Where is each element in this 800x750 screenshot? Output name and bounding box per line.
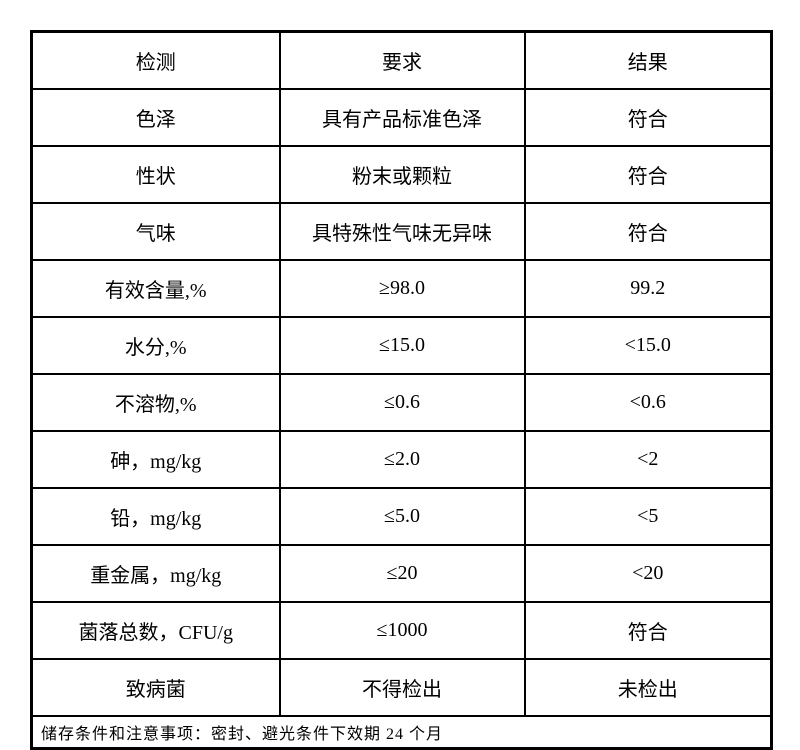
table-row: 性状 粉末或颗粒 符合 bbox=[30, 145, 773, 204]
table-row: 色泽 具有产品标准色泽 符合 bbox=[30, 88, 773, 147]
storage-conditions-note: 储存条件和注意事项：密封、避光条件下效期 24 个月 bbox=[30, 715, 773, 750]
table-row: 重金属，mg/kg ≤20 <20 bbox=[30, 544, 773, 603]
column-header-result: 结果 bbox=[523, 30, 773, 90]
cell-result: 符合 bbox=[523, 145, 773, 204]
cell-requirement: ≤15.0 bbox=[278, 316, 526, 375]
cell-test: 有效含量,% bbox=[30, 259, 281, 318]
table-row: 不溶物,% ≤0.6 <0.6 bbox=[30, 373, 773, 432]
cell-test: 性状 bbox=[30, 145, 281, 204]
cell-test: 气味 bbox=[30, 202, 281, 261]
cell-test: 重金属，mg/kg bbox=[30, 544, 281, 603]
table-row: 铅，mg/kg ≤5.0 <5 bbox=[30, 487, 773, 546]
cell-requirement: ≤20 bbox=[278, 544, 526, 603]
table-row: 砷，mg/kg ≤2.0 <2 bbox=[30, 430, 773, 489]
cell-test: 菌落总数，CFU/g bbox=[30, 601, 281, 660]
header-row: 检测 要求 结果 bbox=[30, 30, 773, 90]
table-row: 气味 具特殊性气味无异味 符合 bbox=[30, 202, 773, 261]
cell-result: 99.2 bbox=[523, 259, 773, 318]
cell-result: <5 bbox=[523, 487, 773, 546]
cell-result: <0.6 bbox=[523, 373, 773, 432]
cell-test: 砷，mg/kg bbox=[30, 430, 281, 489]
cell-result: 未检出 bbox=[523, 658, 773, 717]
table-row: 菌落总数，CFU/g ≤1000 符合 bbox=[30, 601, 773, 660]
cell-result: <20 bbox=[523, 544, 773, 603]
cell-requirement: 粉末或颗粒 bbox=[278, 145, 526, 204]
cell-result: <15.0 bbox=[523, 316, 773, 375]
cell-test: 致病菌 bbox=[30, 658, 281, 717]
column-header-requirement: 要求 bbox=[278, 30, 526, 90]
cell-result: 符合 bbox=[523, 601, 773, 660]
cell-requirement: 具特殊性气味无异味 bbox=[278, 202, 526, 261]
cell-result: 符合 bbox=[523, 202, 773, 261]
cell-requirement: 具有产品标准色泽 bbox=[278, 88, 526, 147]
cell-test: 铅，mg/kg bbox=[30, 487, 281, 546]
cell-requirement: 不得检出 bbox=[278, 658, 526, 717]
cell-requirement: ≤0.6 bbox=[278, 373, 526, 432]
cell-test: 不溶物,% bbox=[30, 373, 281, 432]
cell-requirement: ≤2.0 bbox=[278, 430, 526, 489]
cell-test: 色泽 bbox=[30, 88, 281, 147]
cell-requirement: ≤5.0 bbox=[278, 487, 526, 546]
cell-test: 水分,% bbox=[30, 316, 281, 375]
table-row: 有效含量,% ≥98.0 99.2 bbox=[30, 259, 773, 318]
table-row: 致病菌 不得检出 未检出 bbox=[30, 658, 773, 717]
cell-result: <2 bbox=[523, 430, 773, 489]
storage-conditions-row: 储存条件和注意事项：密封、避光条件下效期 24 个月 bbox=[30, 715, 773, 750]
qc-inspection-table: 检测 要求 结果 色泽 具有产品标准色泽 符合 性状 粉末或颗粒 符合 气味 具… bbox=[30, 30, 773, 750]
table-row: 水分,% ≤15.0 <15.0 bbox=[30, 316, 773, 375]
column-header-test: 检测 bbox=[30, 30, 281, 90]
cell-requirement: ≤1000 bbox=[278, 601, 526, 660]
cell-requirement: ≥98.0 bbox=[278, 259, 526, 318]
cell-result: 符合 bbox=[523, 88, 773, 147]
